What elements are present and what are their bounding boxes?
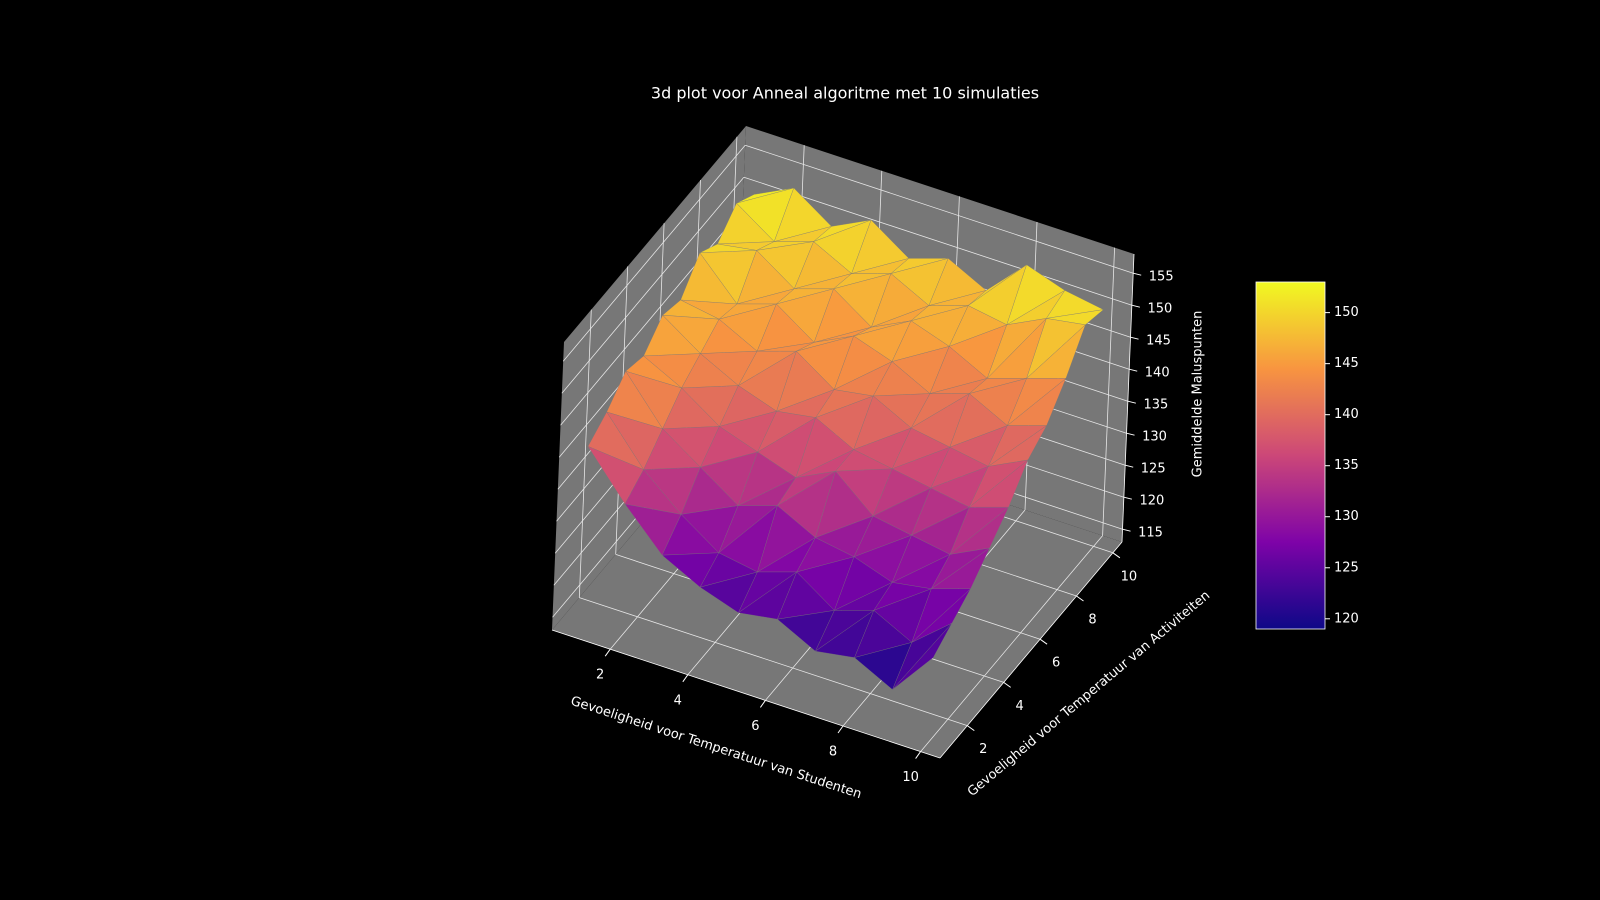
grid-line [578, 309, 592, 598]
colorbar-tick-label: 125 [1334, 560, 1359, 575]
x-tick-label: 6 [751, 719, 759, 734]
y-tick [1003, 681, 1011, 688]
y-tick-label: 2 [979, 742, 987, 757]
z-tick [1129, 368, 1138, 372]
z-tick [1127, 400, 1136, 404]
z-axis-label: Gemiddelde Maluspunten [1191, 311, 1206, 478]
grid-line [560, 208, 743, 426]
x-tick [759, 700, 766, 708]
z-tick [1126, 432, 1135, 436]
y-tick [1039, 638, 1048, 645]
z-tick [1122, 528, 1131, 532]
z-tick [1130, 336, 1139, 340]
x-tick [837, 725, 844, 734]
x-tick [915, 751, 922, 759]
colorbar-tick-label: 140 [1334, 407, 1359, 422]
z-tick-label: 135 [1143, 398, 1168, 413]
y-tick [1076, 595, 1084, 602]
axis-line [551, 629, 941, 759]
y-tick-label: 10 [1121, 569, 1138, 584]
z-tick-label: 150 [1147, 302, 1172, 317]
grid-line [562, 144, 746, 362]
x-tick [604, 648, 611, 657]
z-tick-label: 115 [1138, 526, 1163, 541]
colorbar-tick-label: 135 [1334, 458, 1359, 473]
grid-line [579, 597, 968, 726]
x-tick-label: 4 [674, 693, 682, 708]
y-tick [1112, 552, 1121, 559]
y-tick [967, 725, 975, 732]
x-tick-label: 2 [596, 668, 604, 683]
chart-title: 3d plot voor Anneal algoritme met 10 sim… [651, 84, 1039, 103]
y-tick-label: 8 [1088, 613, 1096, 628]
colorbar-tick-label: 130 [1334, 509, 1359, 524]
surface-triangle [892, 623, 953, 690]
x-tick-label: 8 [829, 745, 837, 760]
z-tick [1133, 272, 1142, 276]
axis-line [1121, 253, 1135, 543]
grid-line [561, 176, 745, 394]
x-tick-label: 10 [902, 770, 919, 785]
z-tick-label: 130 [1142, 430, 1167, 445]
y-tick-label: 4 [1016, 699, 1024, 714]
axis-line [939, 541, 1123, 759]
z-tick [1123, 496, 1132, 500]
grid-line [920, 535, 1103, 752]
z-tick-label: 145 [1146, 334, 1171, 349]
colorbar-tick-label: 120 [1334, 611, 1359, 626]
z-tick [1125, 464, 1134, 468]
colorbar-tick-label: 145 [1334, 356, 1359, 371]
z-tick-label: 155 [1149, 270, 1174, 285]
grid-line [1102, 247, 1115, 536]
colorbar-tick-label: 150 [1334, 305, 1359, 320]
x-tick [682, 674, 689, 683]
grid-line [745, 144, 1134, 274]
z-tick [1131, 304, 1140, 308]
grid-line [743, 176, 1132, 306]
colorbar [1255, 281, 1326, 630]
z-tick-label: 125 [1141, 462, 1166, 477]
z-tick-label: 120 [1139, 494, 1164, 509]
y-tick-label: 6 [1052, 656, 1060, 671]
z-tick-label: 140 [1145, 366, 1170, 381]
